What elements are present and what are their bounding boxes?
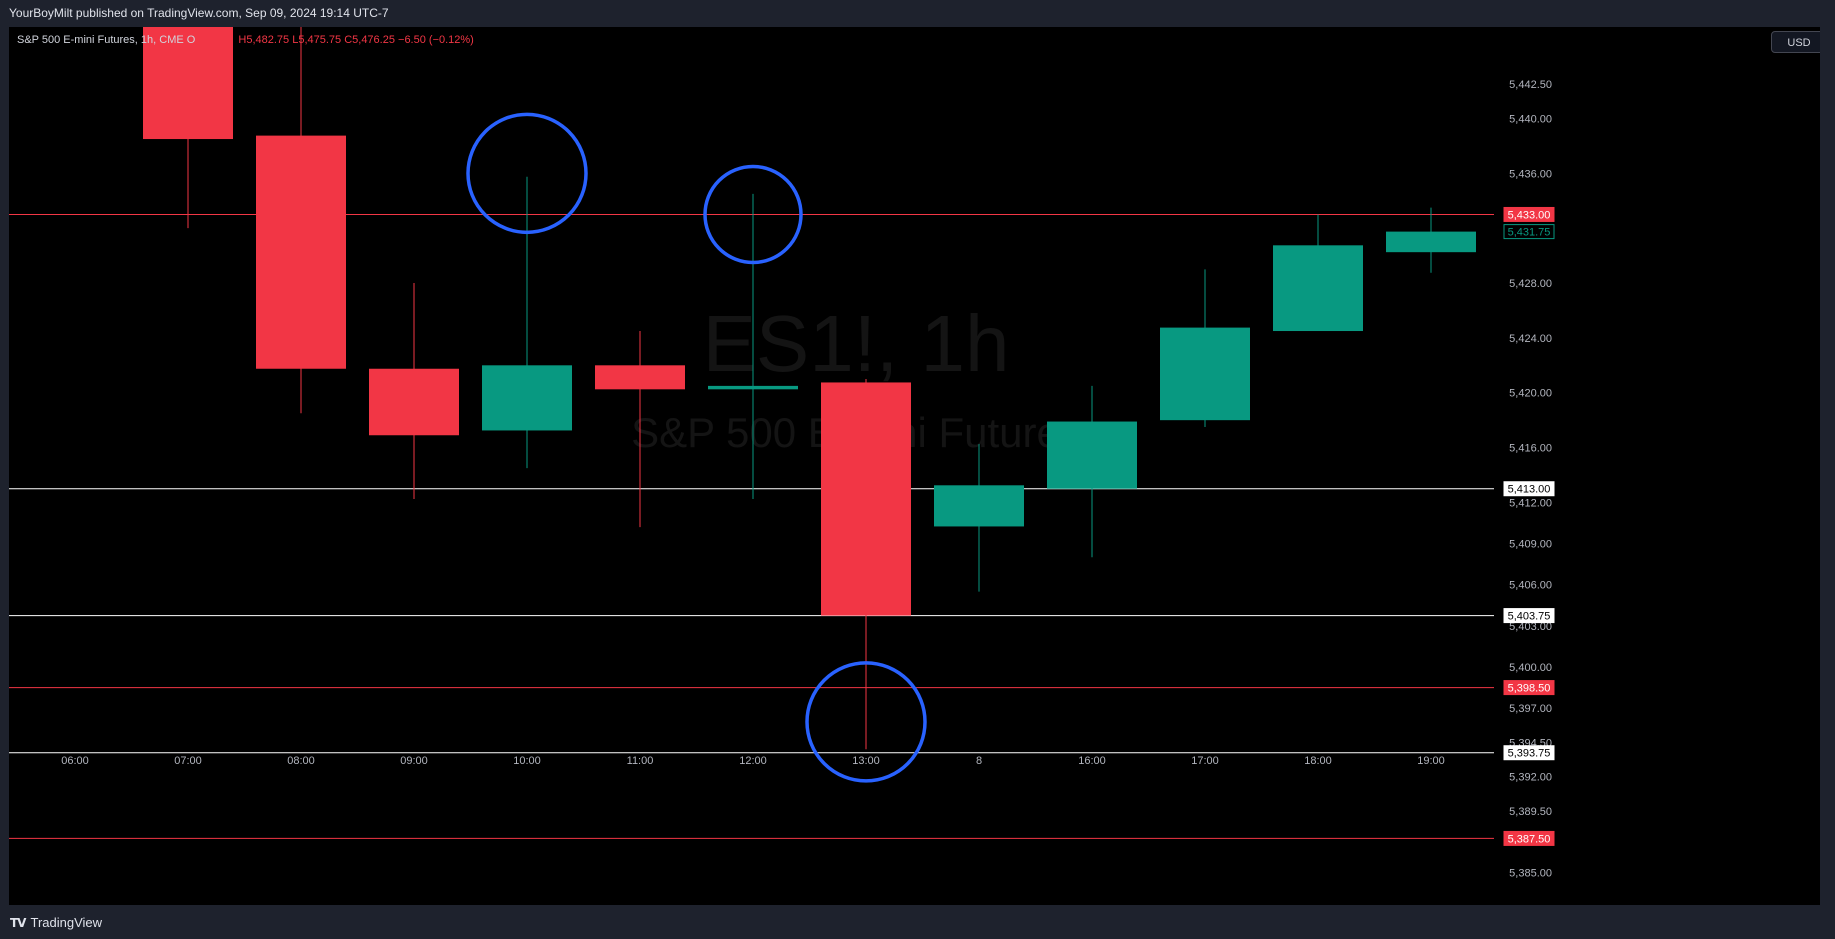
publisher-text: YourBoyMilt published on TradingView.com… <box>9 6 389 20</box>
tradingview-logo-icon: TV <box>10 915 27 930</box>
y-tick-label: 5,442.50 <box>1509 79 1552 91</box>
candlestick-chart[interactable]: ES1!, 1h S&P 500 E-mini Futures 06:0007:… <box>9 27 1820 905</box>
x-tick-label: 11:00 <box>627 755 654 767</box>
y-tick-label: 5,400.00 <box>1509 662 1552 674</box>
price-label: 5,393.75 <box>1508 748 1551 760</box>
x-tick-label: 8 <box>976 755 982 767</box>
price-label: 5,403.75 <box>1508 611 1551 623</box>
x-tick-label: 18:00 <box>1304 755 1332 767</box>
price-label: 5,413.00 <box>1508 484 1551 496</box>
price-label-box <box>1503 680 1555 696</box>
x-tick-label: 10:00 <box>513 755 541 767</box>
x-tick-label: 06:00 <box>61 755 89 767</box>
y-tick-label: 5,406.00 <box>1509 580 1552 592</box>
price-label-box <box>1503 481 1555 497</box>
y-tick-label: 5,420.00 <box>1509 388 1552 400</box>
price-label: 5,398.50 <box>1508 683 1551 695</box>
y-tick-label: 5,389.50 <box>1509 806 1552 818</box>
price-labels-layer: 5,433.00 5,413.00 5,403.75 5,398.50 5,393.75… <box>1503 206 1555 846</box>
candle-body <box>369 368 459 436</box>
price-label: 5,387.50 <box>1508 833 1551 845</box>
price-label: 5,433.00 <box>1508 209 1551 221</box>
y-tick-label: 5,397.00 <box>1509 703 1552 715</box>
x-tick-label: 12:00 <box>739 755 767 767</box>
candle-body <box>708 385 798 390</box>
x-tick-label: 13:00 <box>852 755 880 767</box>
y-axis[interactable]: 5,442.50 5,440.00 5,436.00 5,428.00 5,424.00… <box>1494 27 1820 905</box>
y-tick-label: 5,424.00 <box>1509 333 1552 345</box>
x-axis: 06:00 07:00 08:00 09:00 10:00 11:00 12:00 13:00… <box>61 755 1445 767</box>
chart-area[interactable]: ES1!, 1h S&P 500 E-mini Futures 06:0007:… <box>9 27 1820 905</box>
legend-symbol: S&P 500 E-mini Futures, 1h, CME <box>17 34 184 46</box>
candle-body <box>256 135 346 369</box>
candle-body <box>821 382 911 616</box>
candle-body <box>595 365 685 390</box>
x-tick-label: 19:00 <box>1417 755 1445 767</box>
annotation-circle <box>805 661 927 783</box>
candle-body <box>934 485 1024 527</box>
y-tick-label: 5,440.00 <box>1509 113 1552 125</box>
symbol-legend: S&P 500 E-mini Futures, 1h, CME O H5,482… <box>17 34 474 46</box>
candles-layer <box>143 27 1476 750</box>
candle-body <box>1160 327 1250 421</box>
watermark-symbol: ES1!, 1h <box>703 299 1010 388</box>
annotation-circle <box>703 164 803 265</box>
price-label-box <box>1503 830 1555 846</box>
publisher-bar: YourBoyMilt published on TradingView.com… <box>0 0 1835 27</box>
y-tick-label: 5,416.00 <box>1509 443 1552 455</box>
last-price-label-box <box>1503 224 1555 240</box>
candle-body <box>143 27 233 140</box>
x-tick-label: 17:00 <box>1191 755 1219 767</box>
y-tick-label: 5,403.00 <box>1509 621 1552 633</box>
y-tick-label: 5,409.00 <box>1509 539 1552 551</box>
y-tick-label: 5,392.00 <box>1509 772 1552 784</box>
candle-body <box>1273 245 1363 332</box>
candle-body <box>1386 231 1476 253</box>
candle-body <box>1047 421 1137 489</box>
x-tick-label: 07:00 <box>174 755 202 767</box>
legend-open-label: O <box>186 34 196 46</box>
legend-ohlc: H5,482.75 L5,475.75 C5,476.25 −6.50 (−0.… <box>238 34 474 46</box>
tradingview-logo[interactable]: TV TradingView <box>10 915 102 930</box>
annotation-circle <box>466 112 588 235</box>
x-tick-label: 08:00 <box>287 755 315 767</box>
annotation-circles-layer <box>466 112 927 783</box>
price-label-box <box>1503 745 1555 761</box>
y-tick-label: 5,385.00 <box>1509 868 1552 880</box>
price-label-box <box>1503 608 1555 624</box>
price-label-box <box>1503 206 1555 222</box>
candle-body <box>482 365 572 431</box>
tradingview-brand: TradingView <box>30 915 103 930</box>
x-tick-label: 09:00 <box>400 755 428 767</box>
currency-button[interactable]: USD <box>1771 31 1820 53</box>
footer-bar: TV TradingView <box>0 905 1835 939</box>
y-tick-label: 5,436.00 <box>1509 168 1552 180</box>
last-price-label: 5,431.75 <box>1508 227 1551 239</box>
y-tick-label: 5,428.00 <box>1509 278 1552 290</box>
y-tick-label: 5,412.00 <box>1509 497 1552 509</box>
x-tick-label: 16:00 <box>1078 755 1106 767</box>
